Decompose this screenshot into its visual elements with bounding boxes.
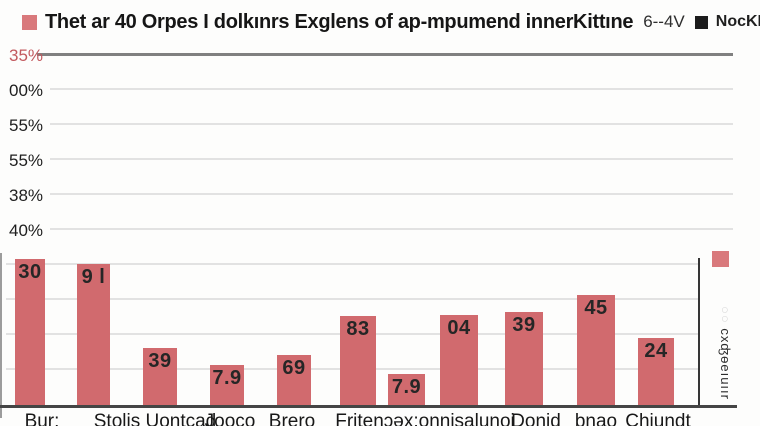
bar: 24: [638, 338, 674, 405]
pink-legend-square-icon: [22, 14, 37, 30]
bar-value-label: 7.9: [391, 376, 422, 398]
bar-value-label: 39: [148, 350, 172, 372]
legend2-label: NocKP- 15: [715, 13, 760, 30]
bar-value-label: 83: [346, 318, 370, 340]
y-axis-tick-label: 35%: [9, 46, 44, 65]
bar: 69: [277, 355, 311, 405]
bar-value-label: 30: [18, 261, 42, 283]
bar: 04: [440, 315, 478, 405]
x-axis-tick-label: Fritenɔəx;onnisalunoi: [335, 411, 515, 426]
chart-title-suffix: 6--4V: [643, 12, 685, 31]
gridline: [6, 263, 698, 265]
bar-value-label: 24: [644, 340, 668, 362]
x-axis-tick-label: Bur:: [24, 411, 60, 426]
y-axis-tick-label: 38%: [9, 186, 44, 205]
bar: 45: [577, 295, 615, 405]
y-axis-tick-label: 55%: [9, 116, 44, 135]
gridline: [37, 53, 733, 56]
bar-value-label: 04: [447, 317, 471, 339]
x-axis-line: [0, 405, 737, 408]
plot-left-edge: [0, 253, 2, 418]
bar: 83: [340, 316, 376, 405]
gridline: [50, 158, 733, 160]
vertical-text-main: cxʤөeıuıır: [718, 328, 733, 400]
vertical-axis-text: ○○ cxʤөeıuıır: [718, 306, 733, 400]
bar: 9 l: [77, 264, 110, 405]
y-axis-tick-label: 40%: [9, 221, 44, 240]
bar-value-label: 69: [282, 357, 306, 379]
y-axis-tick-label: 55%: [9, 151, 44, 170]
x-axis-tick-label: Donid: [511, 411, 561, 426]
bar-value-label: 9 l: [81, 266, 106, 288]
gridline: [50, 228, 733, 230]
bar: 39: [505, 312, 543, 405]
x-axis-tick-label: Stolis Uontcad: [93, 411, 217, 426]
black-legend-square-icon: [694, 15, 708, 29]
bar: 7.9: [210, 365, 244, 405]
bar-value-label: 39: [512, 314, 536, 336]
gridline: [50, 123, 733, 125]
y-axis-tick-label: 00%: [9, 81, 44, 100]
bar: 30: [15, 259, 45, 405]
chart-header: Thet ar 40 Orpes I dolkınrs Exglens of a…: [22, 10, 760, 34]
gridline: [50, 88, 733, 90]
gridline: [50, 193, 733, 195]
x-axis-tick-label: Chiundt: [625, 411, 691, 426]
chart-title: Thet ar 40 Orpes I dolkınrs Exglens of a…: [45, 10, 634, 33]
bar-value-label: 45: [584, 297, 608, 319]
bar: 7.9: [388, 374, 425, 405]
x-axis-tick-label: Jooco: [204, 411, 256, 426]
gridline: [6, 298, 698, 300]
bar-value-label: 7.9: [212, 367, 242, 389]
plot-right-border: [698, 258, 700, 406]
vertical-text-faint-circles: ○○: [718, 306, 733, 324]
x-axis-tick-label: bnao: [574, 411, 618, 426]
bar: 39: [143, 348, 177, 405]
right-legend-square-icon: [712, 251, 729, 267]
x-axis-tick-label: Brero: [268, 411, 316, 426]
